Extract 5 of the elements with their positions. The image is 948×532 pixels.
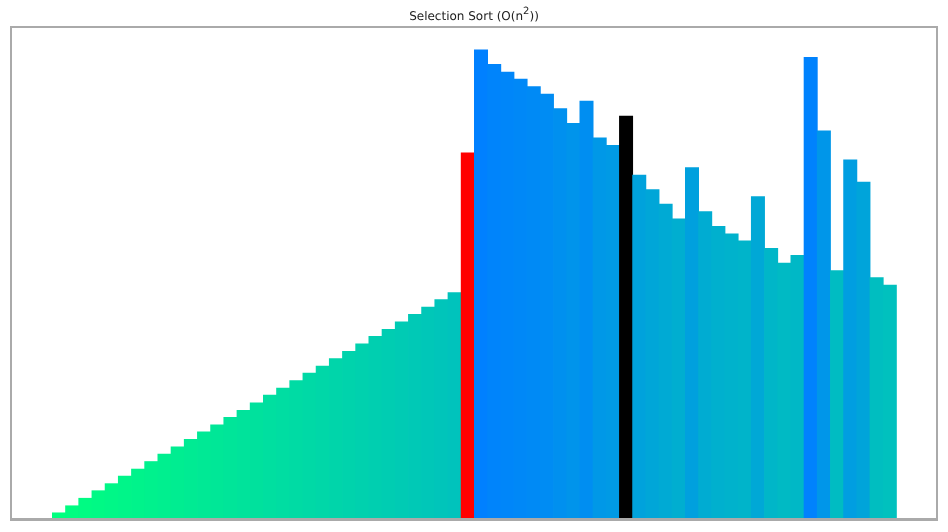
- bar: [460, 152, 475, 520]
- bar: [816, 130, 831, 520]
- bar: [619, 115, 634, 520]
- bar: [830, 270, 845, 520]
- bar: [803, 57, 818, 520]
